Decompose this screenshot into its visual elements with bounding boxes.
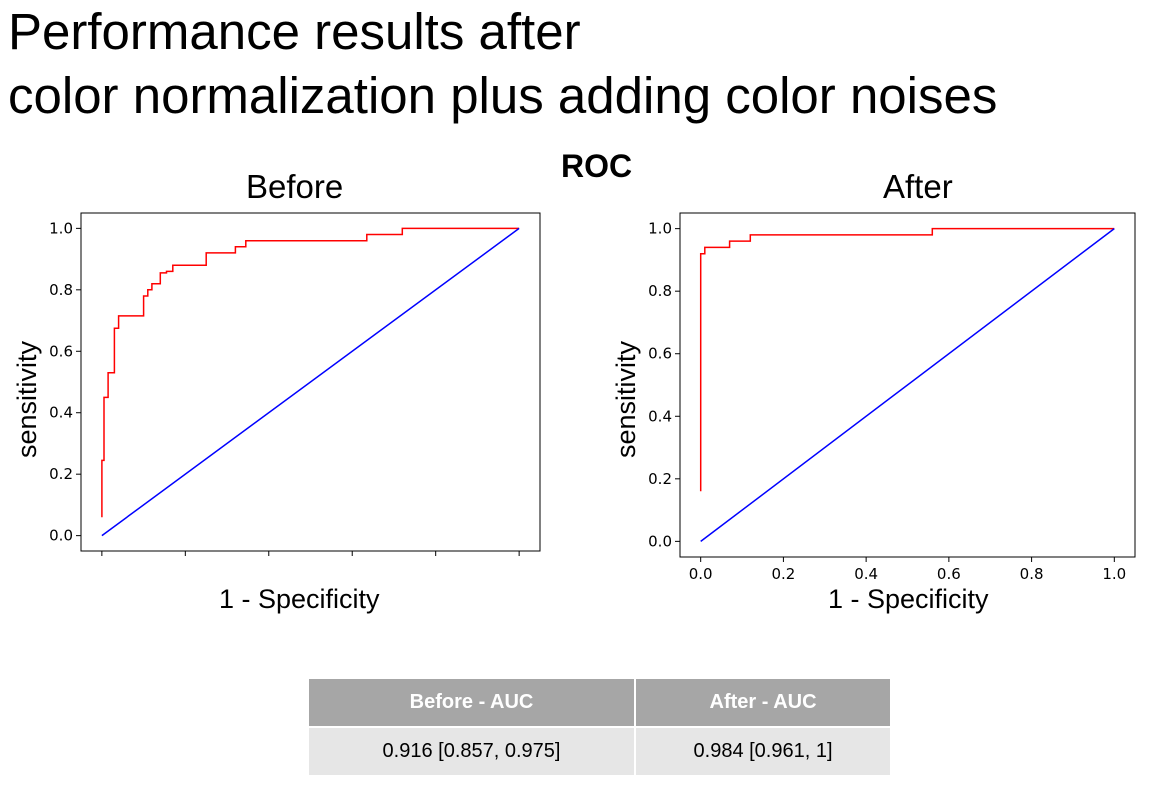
x-axis-label-after: 1 - Specificity: [828, 584, 989, 614]
y-tick-label-before: 1.0: [49, 219, 73, 237]
slide-title-line-2: color normalization plus adding color no…: [8, 67, 998, 124]
y-tick-label-after: 0.0: [648, 532, 672, 550]
y-tick-label-after: 1.0: [648, 220, 672, 238]
y-axis-label-after: sensitivity: [611, 340, 641, 458]
auc-header-before: Before - AUC: [309, 679, 635, 726]
y-tick-label-before: 0.4: [49, 404, 73, 422]
diagonal-line-after: [700, 228, 1115, 542]
y-tick-label-before: 0.0: [49, 527, 73, 545]
x-tick-label-after: 1.0: [1102, 565, 1126, 583]
roc-chart-after: 0.0 0.2 0.4 0.6 0.8 1.0 0.0 0.2 0.4 0.6 0.8 1.0: [648, 212, 1136, 583]
x-tick-label-before: 0.8: [424, 559, 448, 560]
roc-chart-before: 0.0 0.2 0.4 0.6 0.8 1.0 0.0 0.2 0.4 0.6 0.8 1.0: [49, 212, 541, 560]
x-tick-label-before: 1.0: [507, 559, 531, 560]
x-tick-label-after: 0.8: [1020, 565, 1044, 583]
x-tick-label-before: 0.4: [257, 559, 281, 560]
y-tick-label-after: 0.4: [648, 407, 672, 425]
auc-value-after: 0.984 [0.961, 1]: [636, 728, 890, 775]
y-tick-label-before: 0.6: [49, 342, 73, 360]
table-row: 0.916 [0.857, 0.975] 0.984 [0.961, 1]: [309, 728, 890, 775]
y-tick-label-after: 0.2: [648, 470, 672, 488]
y-tick-label-after: 0.6: [648, 345, 672, 363]
diagonal-line-before: [101, 227, 520, 537]
chart-title-before: Before: [246, 168, 344, 205]
plot-frame-before: [80, 212, 541, 552]
x-tick-label-before: 0.2: [173, 559, 197, 560]
x-tick-label-after: 0.4: [854, 565, 878, 583]
x-tick-label-after: 0.6: [937, 565, 961, 583]
roc-curve-before: [101, 227, 520, 518]
auc-header-after: After - AUC: [636, 679, 890, 726]
roc-heading: ROC: [561, 148, 633, 184]
auc-value-before: 0.916 [0.857, 0.975]: [309, 728, 635, 775]
auc-table: Before - AUC After - AUC 0.916 [0.857, 0…: [307, 677, 892, 777]
x-tick-label-after: 0.2: [771, 565, 795, 583]
x-tick-label-before: 0.0: [90, 559, 114, 560]
plot-frame-after: [679, 212, 1136, 558]
y-tick-label-after: 0.8: [648, 282, 672, 300]
slide-title-line-1: Performance results after: [8, 3, 581, 60]
x-axis-label-before: 1 - Specificity: [219, 584, 380, 614]
x-tick-label-before: 0.6: [340, 559, 364, 560]
roc-curve-after: [699, 227, 1115, 492]
y-tick-label-before: 0.8: [49, 281, 73, 299]
auc-table-header-row: Before - AUC After - AUC: [309, 679, 890, 726]
x-tick-label-after: 0.0: [689, 565, 713, 583]
chart-title-after: After: [883, 168, 953, 205]
slide-title: Performance results after color normaliz…: [8, 0, 997, 128]
y-tick-label-before: 0.2: [49, 465, 73, 483]
